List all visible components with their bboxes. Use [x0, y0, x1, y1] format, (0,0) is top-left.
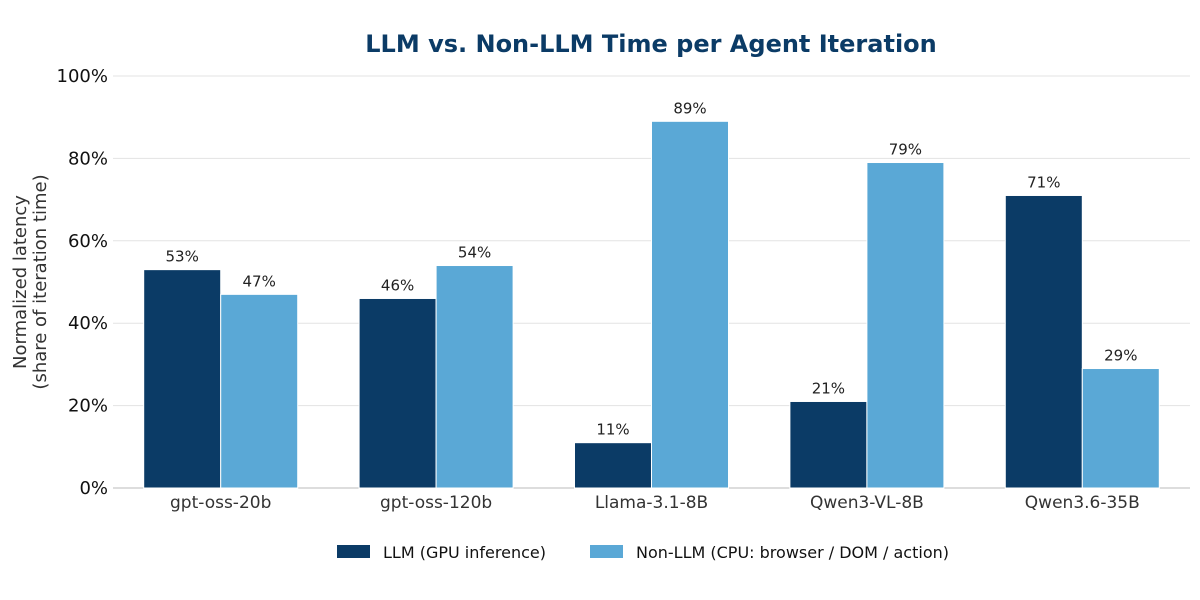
data-label: 21%: [812, 379, 845, 397]
bar-non-llm: [1081, 368, 1160, 489]
data-label: 53%: [166, 248, 199, 266]
x-tick-label: Qwen3-VL-8B: [810, 493, 924, 513]
bar-non-llm: [651, 120, 729, 489]
bar-non-llm: [435, 265, 514, 489]
y-tick-label: 0%: [79, 478, 108, 499]
bar-non-llm: [866, 162, 945, 489]
legend: LLM (GPU inference) Non-LLM (CPU: browser…: [337, 543, 949, 562]
data-label: 79%: [889, 141, 922, 159]
y-axis-label-text: Normalized latency(share of iteration ti…: [10, 174, 51, 389]
legend-swatch-llm: [337, 545, 370, 558]
y-tick-label: 100%: [57, 66, 108, 87]
bar-llm: [358, 297, 437, 489]
data-label: 46%: [381, 276, 414, 294]
x-tick-label: Qwen3.6-35B: [1025, 493, 1140, 513]
y-tick-label: 80%: [68, 148, 108, 169]
data-labels: 53% 47% 46% 54% 11% 89% 21% 79% 71% 29%: [166, 99, 1138, 438]
legend-label-non-llm: Non-LLM (CPU: browser / DOM / action): [636, 543, 949, 562]
data-label: 29%: [1104, 347, 1137, 365]
data-label: 71%: [1027, 173, 1060, 191]
bars: [143, 120, 1160, 489]
x-tick-label: gpt-oss-20b: [170, 493, 271, 513]
x-axis-ticks: gpt-oss-20b gpt-oss-120b Llama-3.1-8B Qwen3…: [170, 493, 1140, 513]
bar-llm: [789, 400, 868, 489]
y-tick-label: 20%: [68, 396, 108, 417]
bar-llm: [1004, 194, 1083, 489]
bar-llm: [574, 442, 652, 489]
data-label: 11%: [596, 421, 629, 439]
bar-non-llm: [220, 293, 299, 489]
legend-swatch-non-llm: [590, 545, 623, 558]
data-label: 54%: [458, 244, 491, 262]
y-axis-label-line: Normalized latency: [10, 195, 31, 369]
data-label: 47%: [243, 272, 276, 290]
data-label: 89%: [673, 99, 706, 117]
bar-llm: [143, 269, 222, 489]
y-tick-label: 40%: [68, 313, 108, 334]
chart-title: LLM vs. Non-LLM Time per Agent Iteration: [365, 30, 937, 58]
y-axis-label: Normalized latency(share of iteration ti…: [10, 174, 51, 389]
x-tick-label: gpt-oss-120b: [380, 493, 492, 513]
y-tick-label: 60%: [68, 231, 108, 252]
y-axis-ticks: 0% 20% 40% 60% 80% 100%: [57, 66, 108, 499]
x-tick-label: Llama-3.1-8B: [595, 493, 708, 513]
legend-label-llm: LLM (GPU inference): [383, 543, 546, 562]
y-axis-label-line: (share of iteration time): [30, 174, 51, 389]
